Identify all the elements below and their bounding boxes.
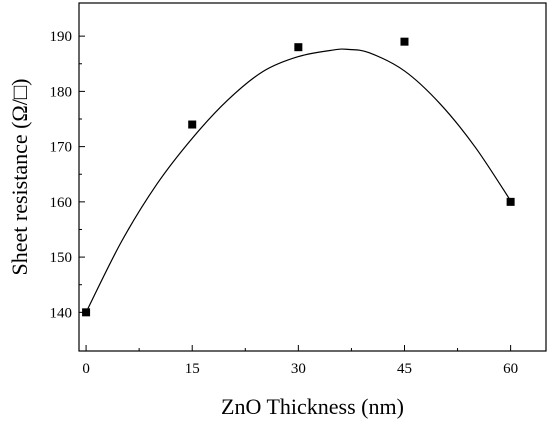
y-tick-label: 190: [50, 29, 73, 45]
fit-curve: [85, 48, 512, 313]
data-point: [506, 197, 515, 206]
y-tick-label: 170: [50, 140, 73, 156]
data-point: [294, 43, 303, 52]
points-layer: [82, 37, 515, 317]
x-tick-label: 45: [397, 361, 412, 377]
data-point: [400, 37, 409, 46]
y-tick-label: 150: [50, 250, 73, 266]
x-tick-label: 30: [291, 361, 306, 377]
ticks-layer: [79, 35, 512, 351]
x-axis-title: ZnO Thickness (nm): [221, 394, 404, 419]
curve-layer: [85, 48, 512, 313]
x-tick-label: 60: [503, 361, 518, 377]
plot-frame: [78, 2, 547, 352]
y-axis-title: Sheet resistance (Ω/□): [7, 78, 32, 275]
y-tick-label: 140: [50, 305, 73, 321]
x-tick-label: 15: [185, 361, 200, 377]
x-tick-label: 0: [82, 361, 90, 377]
tick-labels-layer: 0 15 30 45 60 140 150 160 170 180 190: [50, 29, 519, 377]
y-tick-label: 160: [50, 195, 73, 211]
data-point: [188, 120, 197, 129]
data-point: [82, 308, 91, 317]
y-tick-label: 180: [50, 84, 73, 100]
